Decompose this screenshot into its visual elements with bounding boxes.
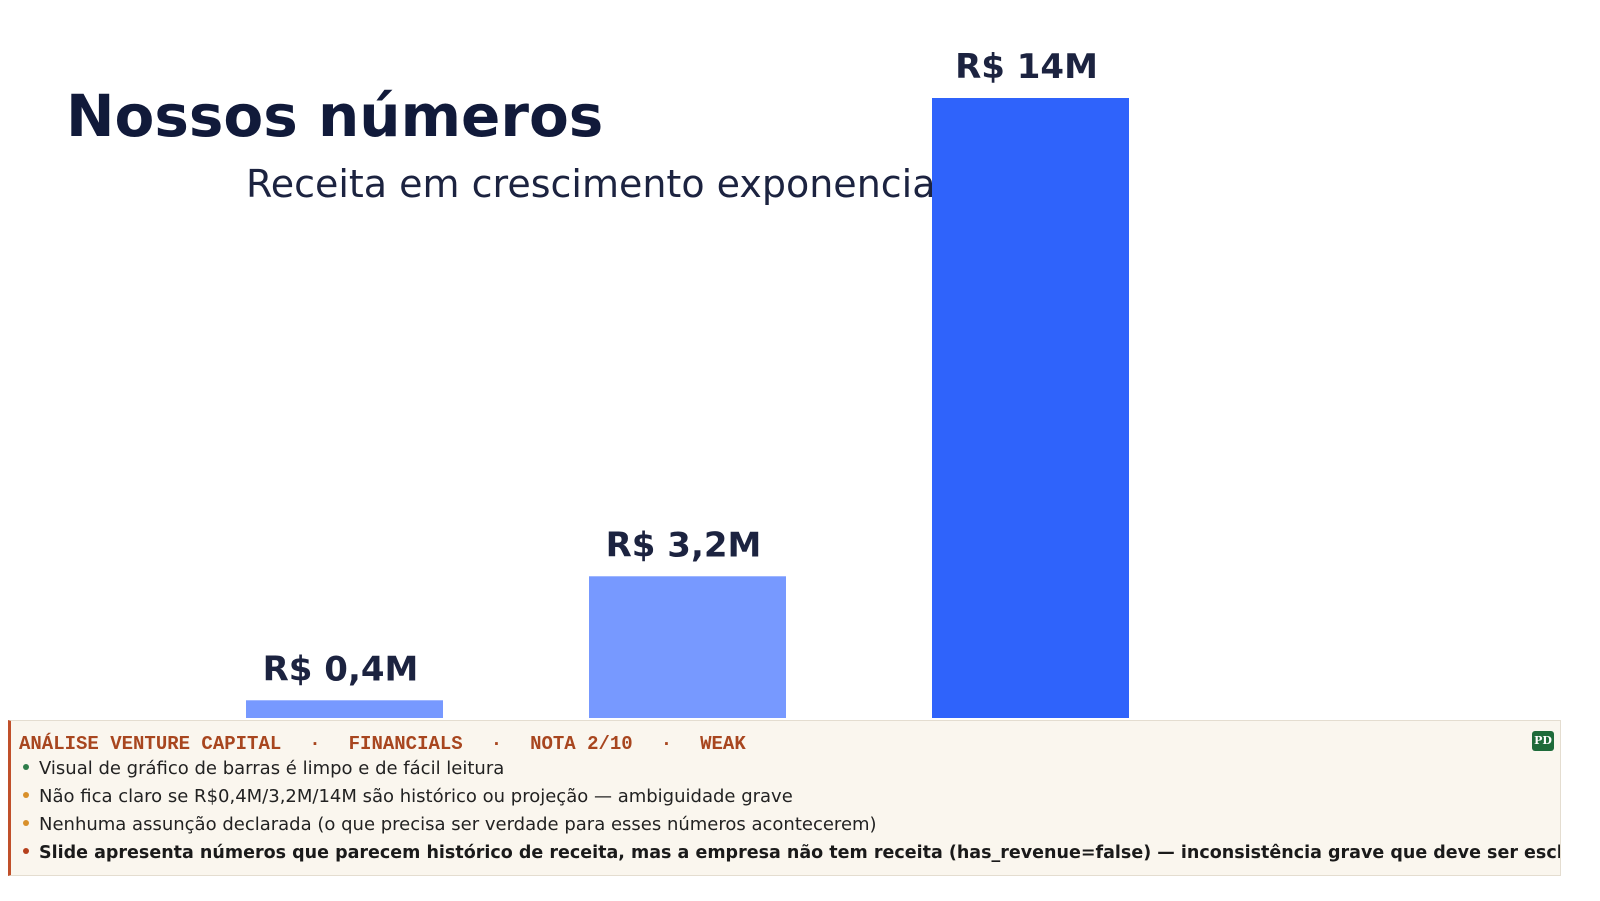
- chart-title: Nossos números: [66, 82, 603, 150]
- review-header: ANÁLISE VENTURE CAPITAL · FINANCIALS · NOTA …: [19, 733, 1560, 755]
- separator: ·: [660, 733, 673, 755]
- header-item: FINANCIALS: [348, 733, 463, 755]
- header-item: NOTA 2/10: [530, 733, 633, 755]
- badge: PD: [1532, 731, 1554, 751]
- header-item: WEAK: [700, 733, 746, 755]
- bar: [589, 576, 786, 718]
- bullet: Slide apresenta números que parecem hist…: [19, 839, 1560, 867]
- chart-subtitle: Receita em crescimento exponencial: [246, 162, 946, 206]
- header-item: ANÁLISE VENTURE CAPITAL: [19, 733, 282, 755]
- bar: [246, 700, 443, 718]
- value-label: R$ 14M: [955, 47, 1098, 87]
- separator: ·: [309, 733, 321, 755]
- bullet: Nenhuma assunção declarada (o que precis…: [19, 811, 1560, 839]
- bullet: Não fica claro se R$0,4M/3,2M/14M são hi…: [19, 783, 1560, 811]
- separator: ·: [490, 733, 503, 755]
- bullet: Visual de gráfico de barras é limpo e de…: [19, 755, 1560, 783]
- value-label: R$ 0,4M: [263, 649, 419, 689]
- review-panel: ANÁLISE VENTURE CAPITAL · FINANCIALS · NOTA …: [8, 720, 1561, 876]
- value-label: R$ 3,2M: [606, 525, 762, 565]
- bar: [932, 98, 1129, 718]
